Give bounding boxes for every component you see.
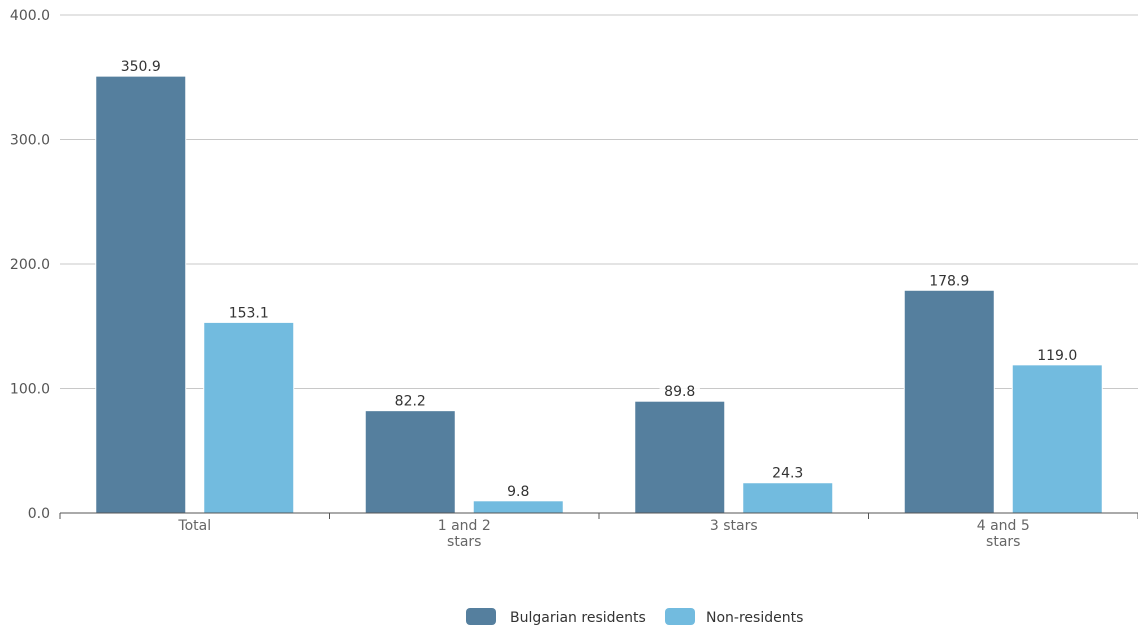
data-label-background — [390, 391, 431, 409]
legend-item[interactable]: Non-residents — [665, 608, 803, 626]
data-label: 119.0 — [1037, 348, 1077, 364]
data-label-background — [659, 382, 700, 400]
legend-swatch — [665, 608, 695, 625]
data-label: 24.3 — [772, 466, 803, 482]
bar[interactable] — [742, 482, 834, 514]
bar[interactable] — [634, 400, 726, 514]
data-label-layer: 350.9 153.1 82.2 9.8 89.8 24.3 178.9 119.0 — [116, 57, 1082, 500]
data-label: 153.1 — [229, 305, 269, 321]
data-label-background — [924, 271, 974, 289]
x-tick-label: 3 stars — [710, 518, 758, 534]
x-tick-label: stars — [447, 534, 481, 550]
x-tick-label: Total — [177, 518, 211, 534]
y-tick-label: 0.0 — [28, 506, 50, 522]
bar-layer — [95, 75, 1103, 514]
legend-item[interactable]: Bulgarian residents — [466, 608, 646, 626]
data-label: 9.8 — [507, 484, 529, 500]
legend-label: Non-residents — [706, 610, 803, 626]
data-label-background — [1032, 345, 1082, 363]
legend-swatch — [466, 608, 496, 625]
data-label-background — [224, 303, 274, 321]
bar[interactable] — [203, 321, 295, 514]
data-label-background — [502, 481, 535, 499]
y-tick-label: 100.0 — [10, 382, 50, 398]
bar[interactable] — [95, 75, 187, 514]
bar[interactable] — [1011, 364, 1103, 514]
data-label: 178.9 — [929, 273, 969, 289]
y-tick-label: 300.0 — [10, 133, 50, 149]
y-tick-label: 400.0 — [10, 8, 50, 24]
data-label: 82.2 — [395, 394, 426, 410]
x-tick-label: 1 and 2 — [438, 518, 491, 534]
x-tick-label: stars — [986, 534, 1020, 550]
data-label-background — [116, 57, 166, 75]
data-label-background — [767, 463, 808, 481]
bar[interactable] — [472, 500, 564, 514]
x-tick-label: 4 and 5 — [977, 518, 1030, 534]
bar[interactable] — [364, 410, 456, 514]
y-tick-label: 200.0 — [10, 257, 50, 273]
data-label: 89.8 — [664, 384, 695, 400]
legend-label: Bulgarian residents — [510, 610, 646, 626]
bar[interactable] — [903, 289, 995, 514]
data-label: 350.9 — [121, 59, 161, 75]
legend: Bulgarian residents Non-residents — [466, 608, 803, 626]
